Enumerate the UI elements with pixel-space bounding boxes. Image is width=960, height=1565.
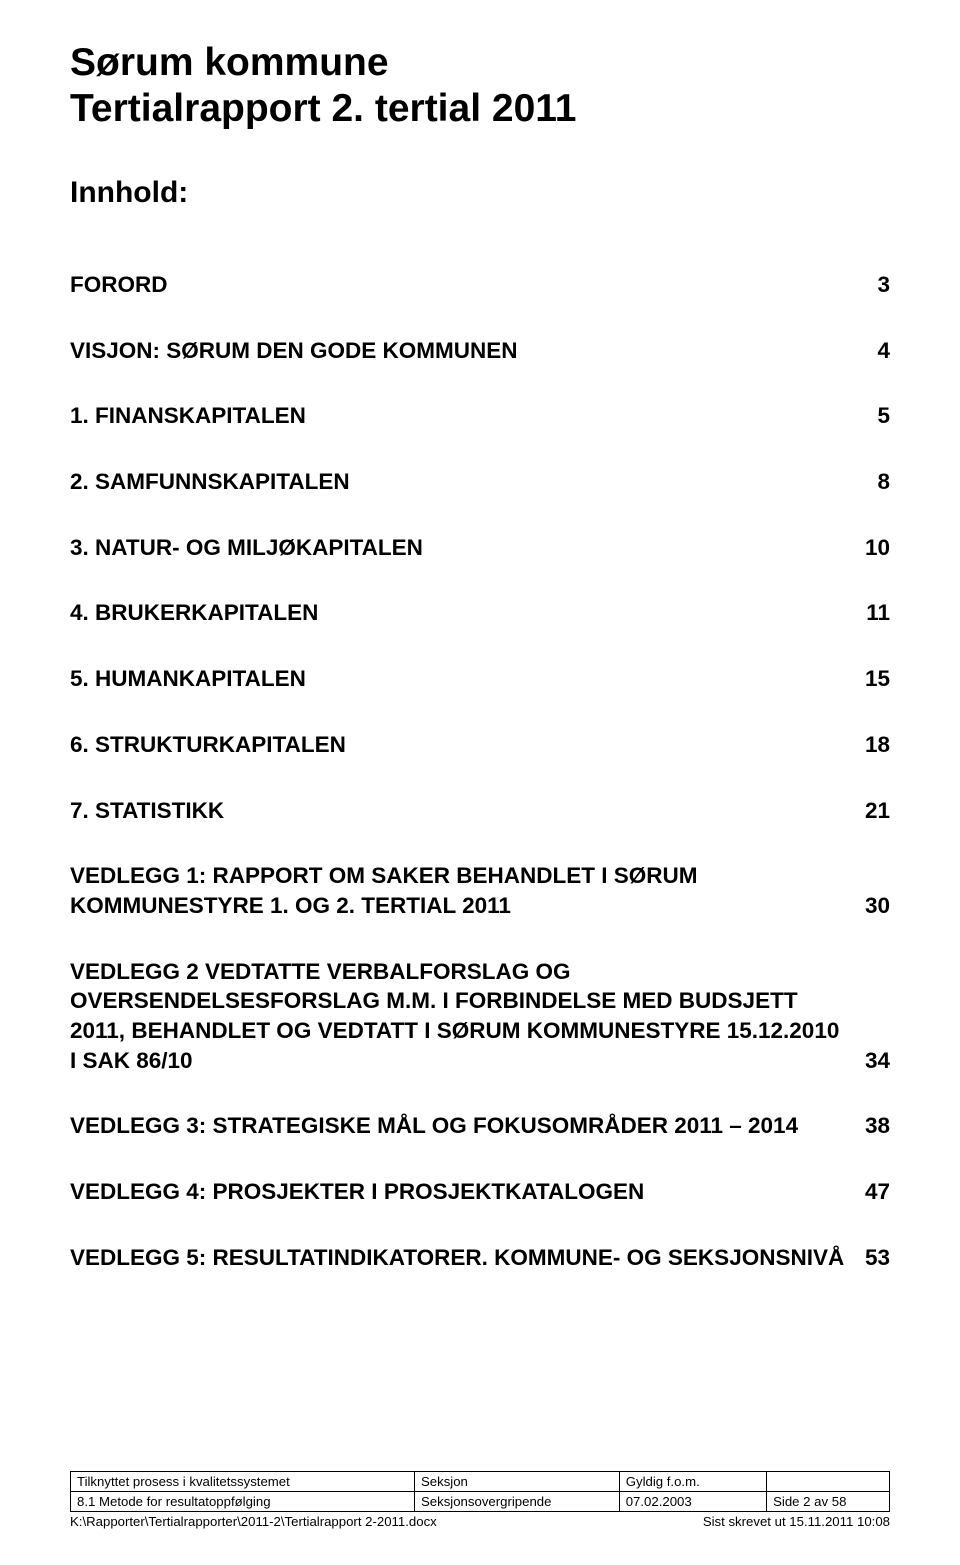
footer-cell: Seksjon [414, 1472, 619, 1492]
toc-entry: VEDLEGG 5: RESULTATINDIKATORER. KOMMUNE-… [70, 1243, 890, 1273]
toc-label: 1. FINANSKAPITALEN [70, 401, 877, 431]
toc-page: 18 [865, 730, 890, 760]
toc-label: 3. NATUR- OG MILJØKAPITALEN [70, 533, 865, 563]
toc-label: 2. SAMFUNNSKAPITALEN [70, 467, 877, 497]
toc-label: 4. BRUKERKAPITALEN [70, 598, 866, 628]
footer-bottom-line: K:\Rapporter\Tertialrapporter\2011-2\Ter… [70, 1514, 890, 1529]
toc-entry: VEDLEGG 2 VEDTATTE VERBALFORSLAG OG OVER… [70, 957, 890, 1076]
toc-label: VEDLEGG 2 VEDTATTE VERBALFORSLAG OG OVER… [70, 957, 865, 1076]
footer-filepath: K:\Rapporter\Tertialrapporter\2011-2\Ter… [70, 1514, 437, 1529]
toc-page: 10 [865, 533, 890, 563]
toc-label: VEDLEGG 5: RESULTATINDIKATORER. KOMMUNE-… [70, 1243, 865, 1273]
footer-cell: 07.02.2003 [619, 1492, 766, 1512]
toc-page: 38 [865, 1111, 890, 1141]
toc-entry: 4. BRUKERKAPITALEN 11 [70, 598, 890, 628]
toc-entry: FORORD 3 [70, 270, 890, 300]
toc-label: 5. HUMANKAPITALEN [70, 664, 865, 694]
toc-entry: 2. SAMFUNNSKAPITALEN 8 [70, 467, 890, 497]
toc-page: 3 [877, 270, 890, 300]
footer-cell: Seksjonsovergripende [414, 1492, 619, 1512]
toc-page: 11 [866, 598, 890, 628]
document-title: Sørum kommune Tertialrapport 2. tertial … [70, 40, 890, 132]
contents-heading: Innhold: [70, 176, 890, 210]
toc-entry: 5. HUMANKAPITALEN 15 [70, 664, 890, 694]
toc-entry: VEDLEGG 4: PROSJEKTER I PROSJEKTKATALOGE… [70, 1177, 890, 1207]
table-of-contents: FORORD 3 VISJON: SØRUM DEN GODE KOMMUNEN… [70, 270, 890, 1272]
title-line-1: Sørum kommune [70, 40, 890, 86]
title-line-2: Tertialrapport 2. tertial 2011 [70, 86, 890, 132]
toc-entry: 3. NATUR- OG MILJØKAPITALEN 10 [70, 533, 890, 563]
toc-page: 8 [877, 467, 890, 497]
toc-label: VISJON: SØRUM DEN GODE KOMMUNEN [70, 336, 877, 366]
toc-entry: VEDLEGG 1: RAPPORT OM SAKER BEHANDLET I … [70, 861, 890, 920]
footer-cell [767, 1472, 890, 1492]
footer-cell: Tilknyttet prosess i kvalitetssystemet [71, 1472, 415, 1492]
toc-label: VEDLEGG 3: STRATEGISKE MÅL OG FOKUSOMRÅD… [70, 1111, 865, 1141]
footer-table: Tilknyttet prosess i kvalitetssystemet S… [70, 1471, 890, 1512]
toc-page: 53 [865, 1243, 890, 1273]
toc-label: FORORD [70, 270, 877, 300]
toc-entry: VEDLEGG 3: STRATEGISKE MÅL OG FOKUSOMRÅD… [70, 1111, 890, 1141]
toc-page: 4 [877, 336, 890, 366]
toc-page: 21 [865, 796, 890, 826]
footer-row-data: 8.1 Metode for resultatoppfølging Seksjo… [71, 1492, 890, 1512]
toc-entry: 1. FINANSKAPITALEN 5 [70, 401, 890, 431]
toc-page: 5 [877, 401, 890, 431]
toc-page: 47 [865, 1177, 890, 1207]
toc-page: 34 [865, 1046, 890, 1076]
toc-label: 6. STRUKTURKAPITALEN [70, 730, 865, 760]
footer-timestamp: Sist skrevet ut 15.11.2011 10:08 [703, 1514, 890, 1529]
toc-page: 30 [865, 891, 890, 921]
toc-entry: 6. STRUKTURKAPITALEN 18 [70, 730, 890, 760]
page-footer: Tilknyttet prosess i kvalitetssystemet S… [70, 1471, 890, 1529]
toc-entry: 7. STATISTIKK 21 [70, 796, 890, 826]
footer-cell: Side 2 av 58 [767, 1492, 890, 1512]
footer-cell: 8.1 Metode for resultatoppfølging [71, 1492, 415, 1512]
toc-page: 15 [865, 664, 890, 694]
footer-row-header: Tilknyttet prosess i kvalitetssystemet S… [71, 1472, 890, 1492]
toc-label: VEDLEGG 1: RAPPORT OM SAKER BEHANDLET I … [70, 861, 865, 920]
toc-label: VEDLEGG 4: PROSJEKTER I PROSJEKTKATALOGE… [70, 1177, 865, 1207]
toc-label: 7. STATISTIKK [70, 796, 865, 826]
toc-entry: VISJON: SØRUM DEN GODE KOMMUNEN 4 [70, 336, 890, 366]
footer-cell: Gyldig f.o.m. [619, 1472, 766, 1492]
